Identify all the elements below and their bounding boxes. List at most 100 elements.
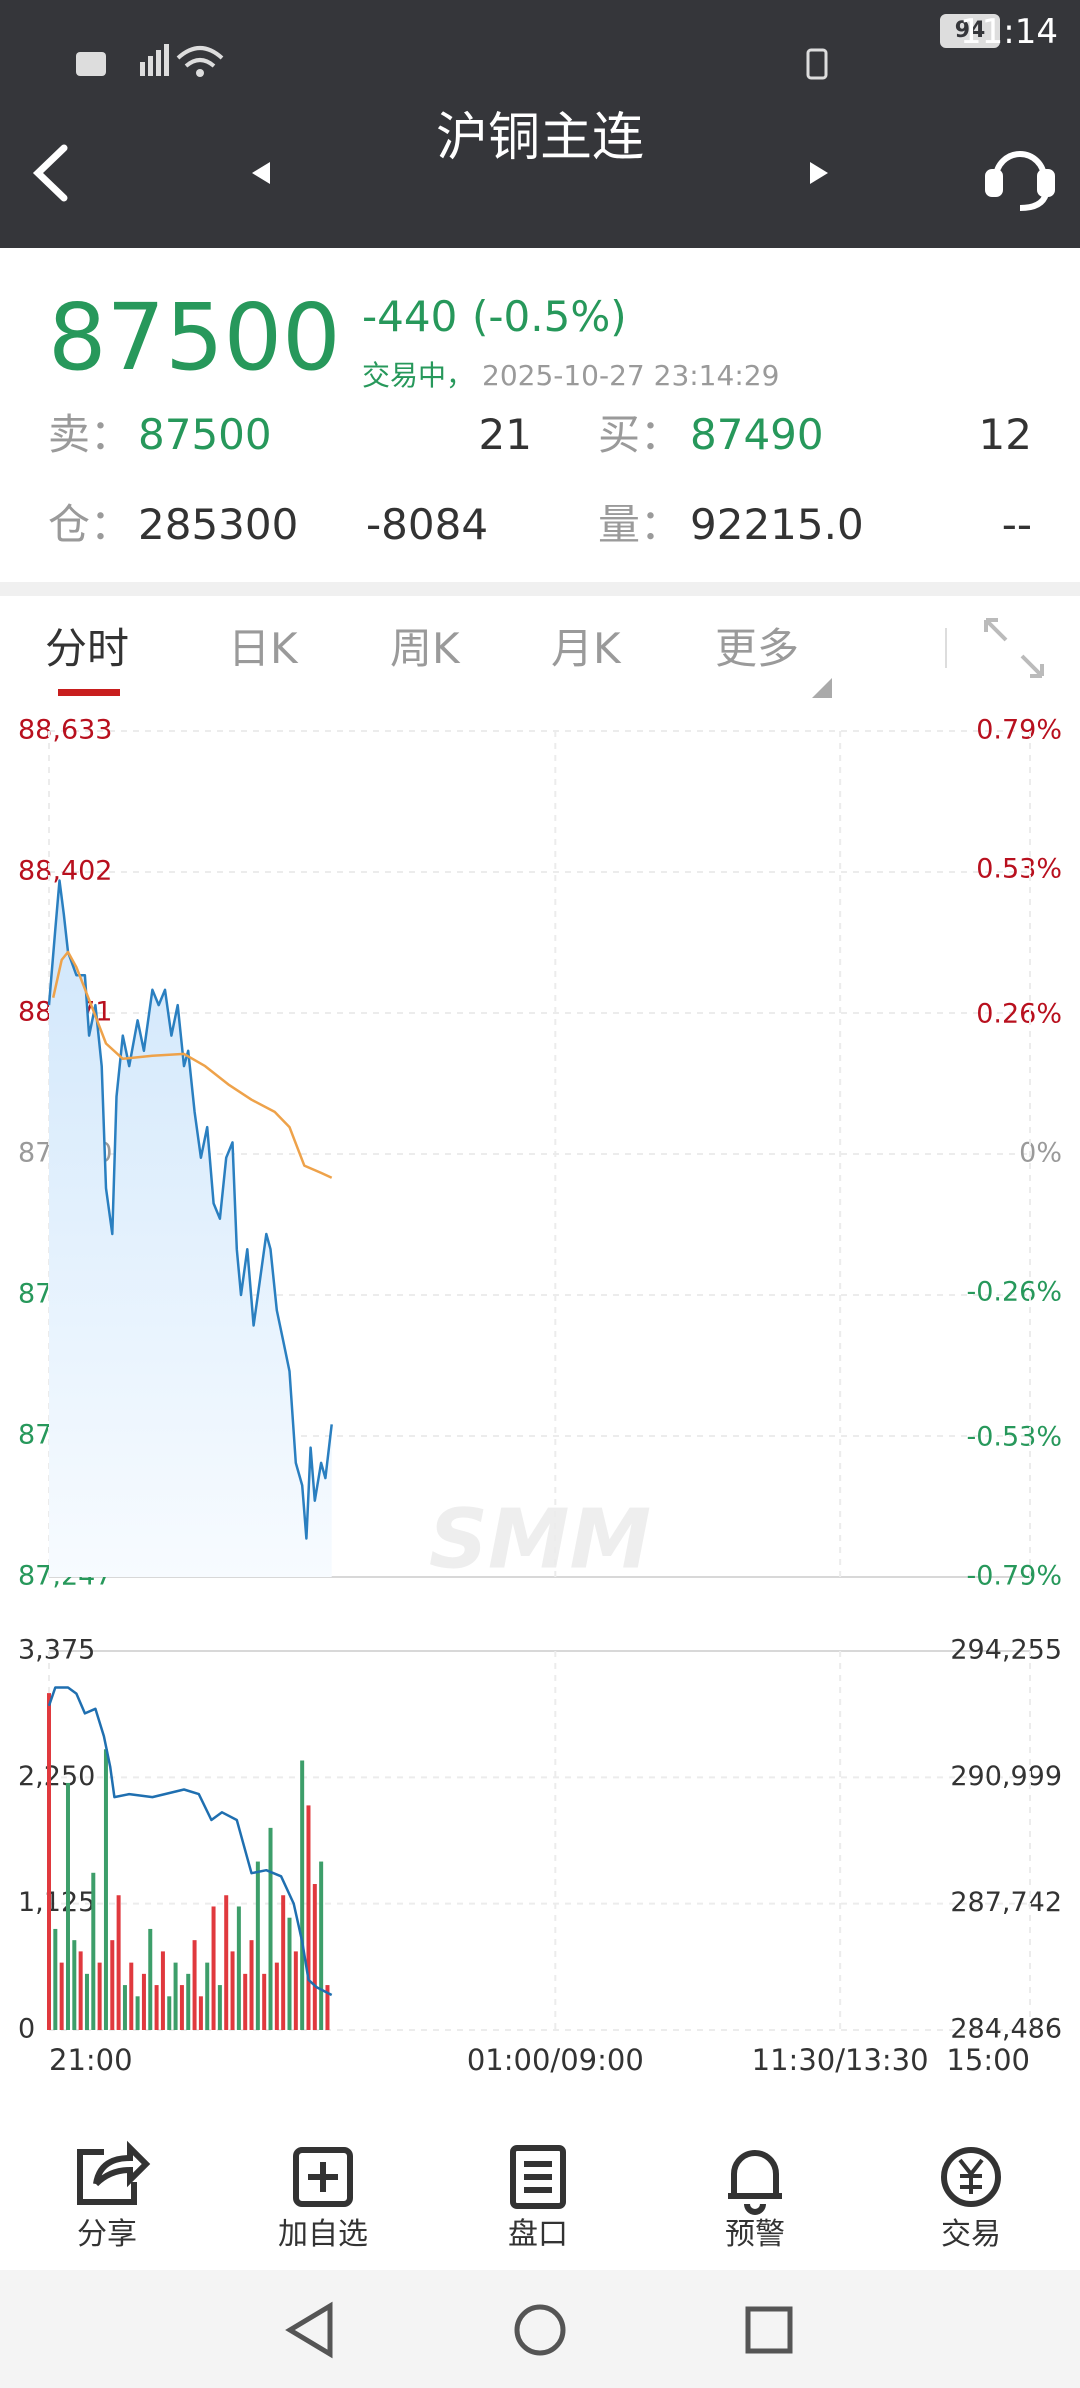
toolbar-icons xyxy=(77,2140,1001,2215)
volume-bar xyxy=(224,1895,229,2030)
row-value: 285300 xyxy=(138,500,299,549)
share-icon[interactable] xyxy=(77,2140,151,2205)
y2-tick-label: 294,255 xyxy=(950,1635,1062,1666)
y2-tick-label: 290,999 xyxy=(950,1761,1062,1792)
tab[interactable]: 日K xyxy=(228,624,298,673)
nav-recent[interactable] xyxy=(745,2306,793,2354)
volume-bar xyxy=(53,1928,58,2030)
more-indicator xyxy=(812,678,832,698)
volume-bar xyxy=(281,1895,286,2030)
volume-bar xyxy=(78,1951,83,2030)
volume-bar xyxy=(84,1973,89,2030)
volume-bar xyxy=(186,1973,191,2030)
trade-status: 交易中， xyxy=(362,359,475,392)
volume-bar xyxy=(135,1996,140,2030)
volume-bar xyxy=(129,1962,134,2030)
row-volume: -8084 xyxy=(366,500,489,549)
volume-bar xyxy=(97,1962,102,2030)
row-volume: 21 xyxy=(478,410,532,459)
orderbook-icon[interactable] xyxy=(510,2145,566,2209)
back-button[interactable] xyxy=(32,144,68,202)
volume-bar xyxy=(110,1940,115,2030)
y-tick-label: 1,125 xyxy=(18,1887,95,1918)
y2-tick-label: 287,742 xyxy=(950,1887,1062,1918)
volume-bar xyxy=(148,1928,153,2030)
y2-tick-label: 0.53% xyxy=(976,854,1062,885)
volume-bar xyxy=(198,1996,203,2030)
volume-bar xyxy=(91,1872,96,2030)
volume-bar xyxy=(116,1895,121,2030)
volume-bar xyxy=(293,1951,298,2030)
volume-bar xyxy=(192,1940,197,2030)
nav-home[interactable] xyxy=(514,2304,566,2356)
volume-bar xyxy=(72,1940,77,2030)
battery: 94 xyxy=(940,14,1000,48)
y-tick-label: 3,375 xyxy=(18,1635,95,1666)
toolbar-label[interactable]: 交易 xyxy=(941,2217,1001,2252)
volume-bar xyxy=(160,1951,165,2030)
x-tick-label: 01:00/09:00 xyxy=(467,2043,644,2077)
tab[interactable]: 月K xyxy=(551,624,621,673)
volume-bar xyxy=(103,1749,108,2030)
row-label: 量： xyxy=(598,500,683,549)
y2-tick-label: 0.26% xyxy=(976,998,1062,1029)
row-volume: -- xyxy=(1001,500,1032,549)
series-line xyxy=(47,879,333,1540)
x-tick-label: 15:00 xyxy=(946,2043,1030,2077)
system-nav-buttons xyxy=(285,2301,793,2359)
volume-bar xyxy=(59,1962,64,2030)
y-tick-label: 88,402 xyxy=(18,856,112,887)
row-label: 卖： xyxy=(48,410,133,459)
tab[interactable]: 分时 xyxy=(45,624,130,673)
volume-bar xyxy=(262,1973,267,2030)
row-value: 87500 xyxy=(138,410,272,459)
trade-time: 2025-10-27 23:14:29 xyxy=(482,359,780,392)
watermark: SMM xyxy=(429,1492,651,1587)
volume-bar xyxy=(122,1985,127,2030)
watchlist-icon[interactable] xyxy=(293,2147,353,2207)
x-tick-label: 11:30/13:30 xyxy=(752,2043,929,2077)
toolbar-label[interactable]: 加自选 xyxy=(278,2217,368,2252)
toolbar-label[interactable]: 盘口 xyxy=(508,2217,568,2252)
series-line xyxy=(51,950,333,1179)
header-icons xyxy=(32,144,1055,211)
series-line xyxy=(47,1686,333,1997)
clock: 11:14 xyxy=(960,12,1058,52)
row-volume: 12 xyxy=(978,410,1032,459)
prev-button[interactable] xyxy=(252,162,270,184)
volume-bar xyxy=(249,1940,254,2030)
tab[interactable]: 更多 xyxy=(715,624,800,673)
volume-bar xyxy=(173,1962,178,2030)
trade-icon[interactable] xyxy=(941,2147,1001,2207)
last-price: 87500 xyxy=(48,284,341,391)
system-nav-bar xyxy=(0,2270,1080,2388)
nav-back[interactable] xyxy=(285,2301,333,2359)
row-label: 仓： xyxy=(48,500,133,549)
row-value: 87490 xyxy=(690,410,824,459)
next-button[interactable] xyxy=(810,162,828,184)
service-button[interactable] xyxy=(985,151,1055,211)
volume-bar xyxy=(268,1827,273,2030)
volume-bar xyxy=(47,1693,51,2030)
row-label: 买： xyxy=(598,410,683,459)
volume-bar xyxy=(243,1973,248,2030)
volume-bar xyxy=(306,1805,311,2030)
volume-bar xyxy=(300,1760,305,2030)
volume-bar xyxy=(217,1985,222,2030)
y2-tick-label: 0% xyxy=(1019,1138,1062,1169)
y-tick-label: 88,633 xyxy=(18,715,112,746)
x-tick-label: 21:00 xyxy=(49,2043,133,2077)
y2-tick-label: -0.79% xyxy=(966,1561,1062,1592)
alert-icon[interactable] xyxy=(728,2150,782,2215)
toolbar-label[interactable]: 预警 xyxy=(725,2217,785,2252)
fullscreen-button[interactable] xyxy=(984,618,1044,678)
header-title: 沪铜主连 xyxy=(435,108,644,168)
volume-bar xyxy=(274,1962,279,2030)
volume-bar xyxy=(319,1861,324,2030)
volume-bar xyxy=(255,1861,260,2030)
toolbar-label[interactable]: 分享 xyxy=(77,2217,137,2252)
volume-bar xyxy=(287,1917,292,2030)
volume-bar xyxy=(179,1985,184,2030)
tab[interactable]: 周K xyxy=(390,624,460,673)
row-value: 92215.0 xyxy=(690,500,864,549)
